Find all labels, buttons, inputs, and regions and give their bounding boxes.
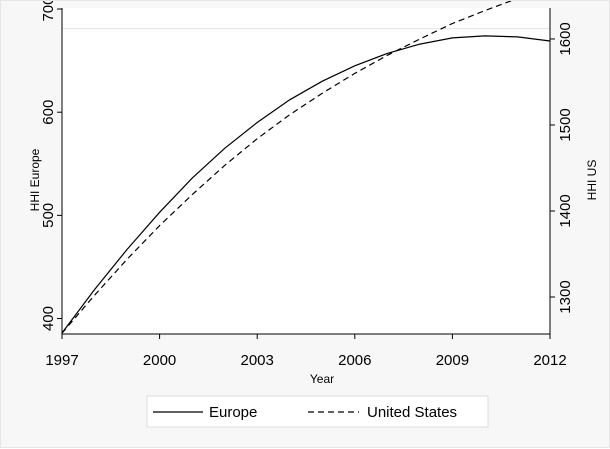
y-right-tick-label: 1600 (557, 22, 574, 55)
y-axis-right-title: HHI US (585, 160, 599, 201)
y-right-tick-label: 1400 (557, 194, 574, 227)
x-axis-title: Year (310, 372, 334, 386)
y-left-tick-label: 600 (40, 100, 57, 125)
x-tick-label: 2006 (338, 352, 371, 369)
x-tick-label: 2009 (436, 352, 469, 369)
y-axis-left-title: HHI Europe (28, 148, 42, 211)
series-line-europe (61, 35, 551, 334)
legend-label-europe: Europe (209, 404, 257, 421)
x-tick-label: 2003 (241, 352, 274, 369)
plot-area (62, 8, 550, 334)
x-tick-label: 2012 (533, 352, 566, 369)
legend: Europe United States (146, 395, 489, 428)
x-tick-label: 1997 (45, 352, 78, 369)
y-left-tick-label: 500 (40, 203, 57, 228)
y-left-tick-label: 700 (40, 1, 57, 22)
legend-box (146, 395, 489, 428)
y-left-tick-label: 400 (40, 306, 57, 331)
legend-label-us: United States (367, 404, 457, 421)
series-line-united-states (61, 1, 513, 334)
y-right-tick-label: 1500 (557, 108, 574, 141)
y-right-tick-label: 1300 (557, 280, 574, 313)
x-tick-label: 2000 (143, 352, 176, 369)
